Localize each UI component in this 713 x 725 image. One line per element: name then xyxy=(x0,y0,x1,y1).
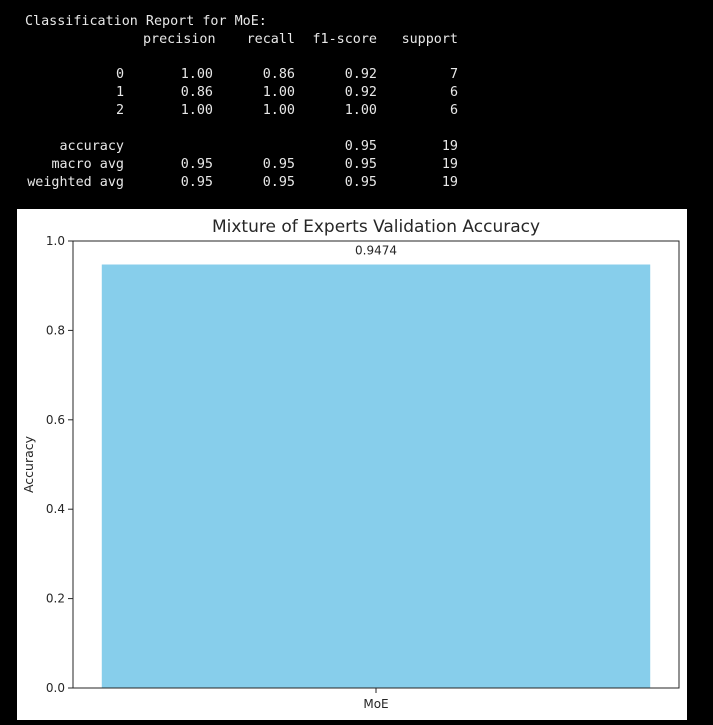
y-tick-label: 1.0 xyxy=(46,234,65,248)
y-tick-label: 0.0 xyxy=(46,681,65,695)
chart-title: Mixture of Experts Validation Accuracy xyxy=(212,217,540,237)
summary-accuracy-f1: 0.95 xyxy=(344,139,377,154)
summary-weighted-support: 19 xyxy=(441,175,458,190)
row-label-1: 1 xyxy=(115,85,124,100)
summary-macro-support: 19 xyxy=(441,157,458,172)
header-f1-score: f1-score xyxy=(312,32,378,47)
summary-label-accuracy: accuracy xyxy=(59,139,125,154)
row-label-0: 0 xyxy=(115,67,124,82)
row-0-precision: 1.00 xyxy=(180,67,213,82)
summary-macro-precision: 0.95 xyxy=(180,157,213,172)
classification-report: Classification Report for MoE: precision… xyxy=(0,0,713,208)
row-0-support: 7 xyxy=(449,67,458,82)
row-2-recall: 1.00 xyxy=(262,103,295,118)
bars: 0.9474 xyxy=(101,244,651,688)
row-0-recall: 0.86 xyxy=(262,67,295,82)
summary-weighted-f1: 0.95 xyxy=(344,175,377,190)
row-0-f1: 0.92 xyxy=(344,67,377,82)
report-title: Classification Report for MoE: xyxy=(25,14,267,29)
row-2-precision: 1.00 xyxy=(180,103,213,118)
summary-label-weighted-avg: weighted avg xyxy=(27,175,124,190)
header-precision: precision xyxy=(143,32,216,47)
bar-chart: Mixture of Experts Validation Accuracy 0… xyxy=(21,217,680,711)
x-tick-label: MoE xyxy=(363,697,388,711)
x-axis-ticks: MoE xyxy=(363,688,389,711)
row-label-2: 2 xyxy=(115,103,124,118)
bar-data-label: 0.9474 xyxy=(355,244,397,258)
summary-weighted-precision: 0.95 xyxy=(180,175,213,190)
y-tick-label: 0.6 xyxy=(46,413,65,427)
y-tick-label: 0.4 xyxy=(46,502,65,516)
row-2-support: 6 xyxy=(449,103,458,118)
chart-figure: Mixture of Experts Validation Accuracy 0… xyxy=(17,209,687,720)
bar-moe xyxy=(101,264,651,688)
summary-weighted-recall: 0.95 xyxy=(262,175,295,190)
row-1-support: 6 xyxy=(449,85,458,100)
summary-macro-recall: 0.95 xyxy=(262,157,295,172)
summary-label-macro-avg: macro avg xyxy=(51,157,124,172)
y-axis-ticks: 0.0 0.2 0.4 0.6 0.8 1.0 xyxy=(46,234,73,695)
y-tick-label: 0.2 xyxy=(46,592,65,606)
plot-frame xyxy=(72,240,680,689)
row-2-f1: 1.00 xyxy=(344,103,377,118)
row-1-f1: 0.92 xyxy=(344,85,377,100)
row-1-recall: 1.00 xyxy=(262,85,295,100)
y-tick-label: 0.8 xyxy=(46,323,65,337)
summary-accuracy-support: 19 xyxy=(441,139,458,154)
header-support: support xyxy=(401,32,458,47)
header-recall: recall xyxy=(246,32,295,47)
summary-macro-f1: 0.95 xyxy=(344,157,377,172)
y-axis-label: Accuracy xyxy=(21,435,36,493)
row-1-precision: 0.86 xyxy=(180,85,213,100)
